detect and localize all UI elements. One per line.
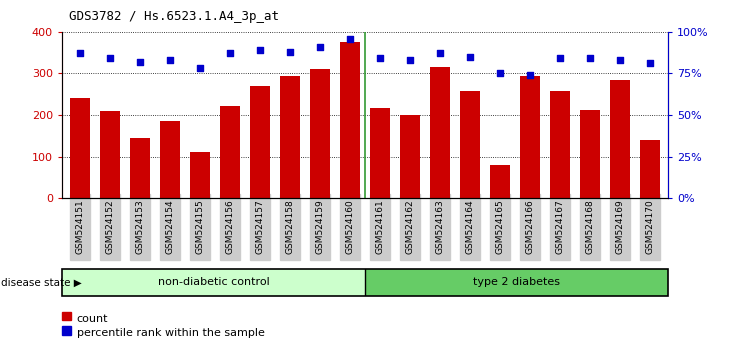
Text: disease state ▶: disease state ▶: [1, 277, 82, 287]
Point: [284, 49, 296, 55]
Point: [164, 57, 176, 63]
Point: [344, 36, 356, 41]
Point: [194, 65, 206, 71]
Point: [644, 61, 656, 66]
Bar: [100, 111, 120, 198]
Bar: [430, 67, 450, 198]
Bar: [130, 138, 150, 198]
Bar: [70, 98, 90, 198]
Point: [314, 44, 326, 50]
Point: [134, 59, 146, 65]
Point: [104, 56, 116, 61]
Bar: [520, 75, 539, 198]
Point: [254, 47, 266, 53]
Bar: [640, 140, 660, 198]
Bar: [191, 153, 210, 198]
Point: [524, 72, 536, 78]
Bar: [550, 91, 569, 198]
Point: [374, 56, 386, 61]
Bar: [250, 86, 270, 198]
Bar: [280, 76, 300, 198]
Text: count: count: [77, 314, 108, 324]
Bar: [400, 115, 420, 198]
Point: [224, 51, 236, 56]
Text: non-diabetic control: non-diabetic control: [158, 277, 269, 287]
Bar: [460, 91, 480, 198]
Text: type 2 diabetes: type 2 diabetes: [473, 277, 560, 287]
Text: percentile rank within the sample: percentile rank within the sample: [77, 328, 264, 338]
Point: [494, 71, 506, 76]
Bar: [365, 269, 668, 296]
Bar: [161, 121, 180, 198]
Bar: [310, 69, 330, 198]
Point: [554, 56, 566, 61]
Bar: [580, 110, 600, 198]
Text: GDS3782 / Hs.6523.1.A4_3p_at: GDS3782 / Hs.6523.1.A4_3p_at: [69, 10, 280, 23]
Point: [434, 51, 446, 56]
Point: [404, 57, 416, 63]
Bar: [340, 42, 360, 198]
Bar: [62, 269, 365, 296]
Point: [464, 54, 476, 59]
Point: [584, 56, 596, 61]
Bar: [610, 80, 630, 198]
Point: [74, 51, 86, 56]
Bar: [491, 165, 510, 198]
Point: [614, 57, 626, 63]
Bar: [370, 108, 390, 198]
Bar: [220, 106, 239, 198]
